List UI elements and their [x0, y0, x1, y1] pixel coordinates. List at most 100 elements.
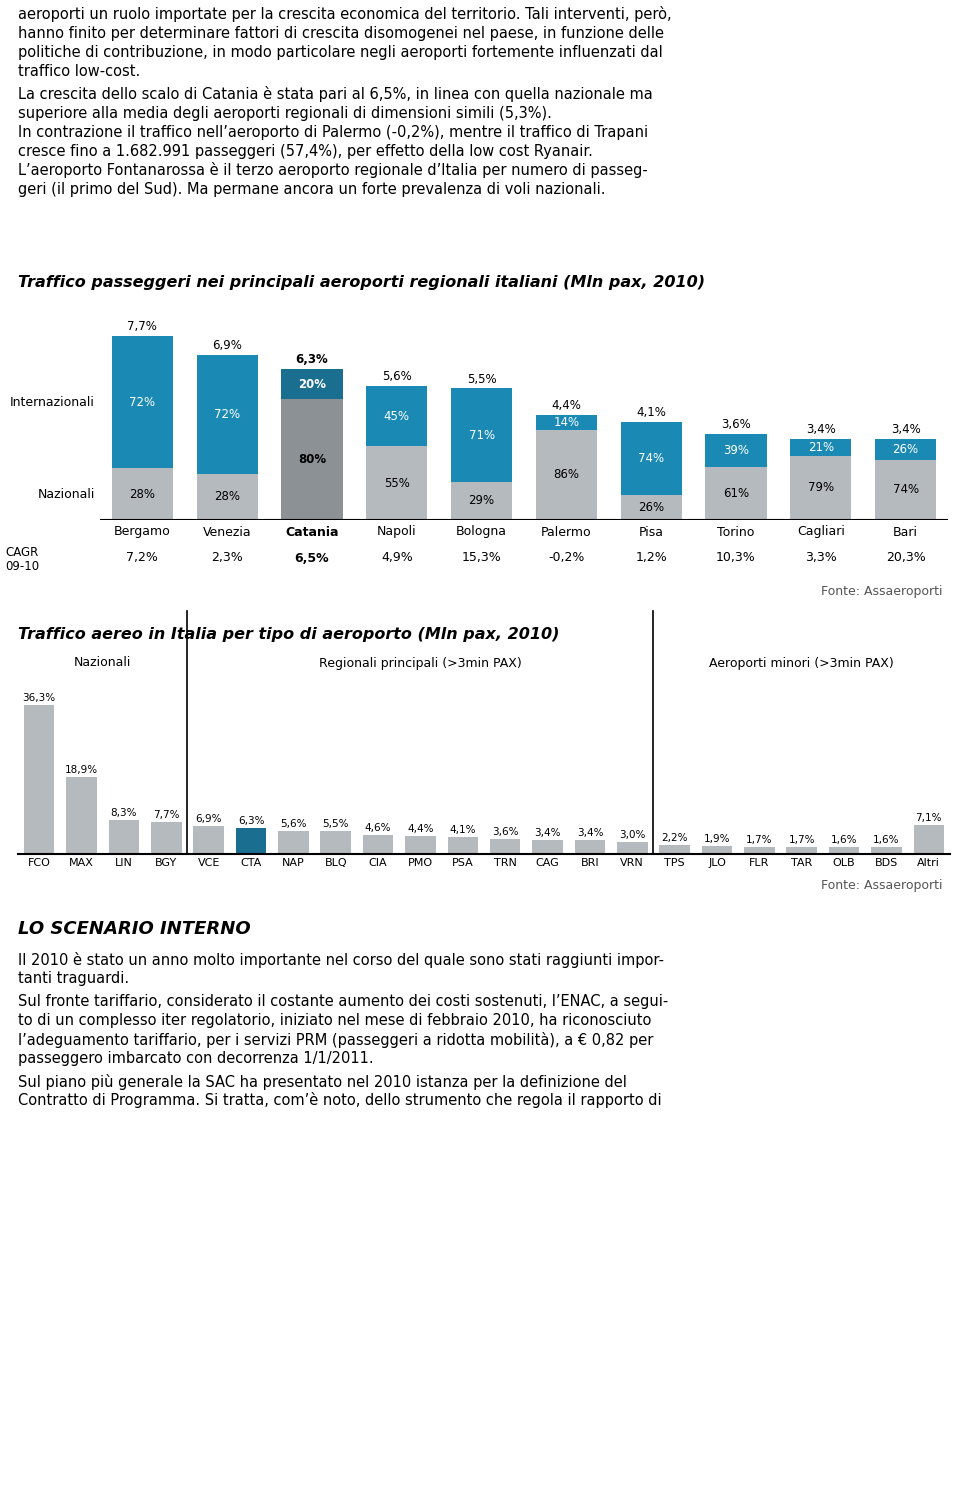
Text: 5,5%: 5,5%: [323, 819, 349, 830]
Text: Sul fronte tariffario, considerato il costante aumento dei costi sostenuti, l’EN: Sul fronte tariffario, considerato il co…: [18, 995, 668, 1010]
Text: Contratto di Programma. Si tratta, com’è noto, dello strumento che regola il rap: Contratto di Programma. Si tratta, com’è…: [18, 1092, 661, 1109]
Text: 1,2%: 1,2%: [636, 551, 667, 565]
Text: tanti traguardi.: tanti traguardi.: [18, 971, 130, 986]
Text: Internazionali: Internazionali: [11, 395, 95, 409]
Text: 3,4%: 3,4%: [535, 828, 561, 837]
Text: L’aeroporto Fontanarossa è il terzo aeroporto regionale d’Italia per numero di p: L’aeroporto Fontanarossa è il terzo aero…: [18, 162, 648, 178]
Bar: [151, 822, 181, 854]
Text: 6,9%: 6,9%: [212, 339, 242, 352]
Bar: [405, 836, 436, 854]
Text: Nazionali: Nazionali: [74, 656, 132, 670]
Text: 09-10: 09-10: [5, 560, 39, 572]
Text: 4,4%: 4,4%: [407, 824, 434, 834]
Text: 45%: 45%: [384, 410, 410, 422]
Bar: [617, 842, 648, 854]
Text: La crescita dello scalo di Catania è stata pari al 6,5%, in linea con quella naz: La crescita dello scalo di Catania è sta…: [18, 87, 653, 102]
Bar: [621, 422, 682, 494]
Bar: [236, 828, 266, 854]
Text: 3,6%: 3,6%: [721, 418, 751, 431]
Bar: [108, 819, 139, 854]
Text: 3,4%: 3,4%: [577, 828, 603, 837]
Text: Aeroporti minori (>3min PAX): Aeroporti minori (>3min PAX): [709, 656, 894, 670]
Bar: [281, 370, 343, 400]
Bar: [112, 469, 173, 520]
Text: -0,2%: -0,2%: [548, 551, 585, 565]
Bar: [702, 846, 732, 854]
Text: 1,9%: 1,9%: [704, 834, 731, 845]
Text: 36,3%: 36,3%: [23, 694, 56, 704]
Text: geri (il primo del Sud). Ma permane ancora un forte prevalenza di voli nazionali: geri (il primo del Sud). Ma permane anco…: [18, 181, 606, 198]
Text: 79%: 79%: [807, 481, 834, 494]
Text: Nazionali: Nazionali: [37, 488, 95, 500]
Text: 2,2%: 2,2%: [661, 833, 688, 843]
Text: superiore alla media degli aeroporti regionali di dimensioni simili (5,3%).: superiore alla media degli aeroporti reg…: [18, 106, 552, 121]
Bar: [575, 840, 605, 854]
Text: Palermo: Palermo: [541, 526, 591, 538]
Bar: [490, 839, 520, 854]
Bar: [706, 467, 766, 520]
Bar: [367, 386, 427, 446]
Text: 3,4%: 3,4%: [806, 422, 835, 436]
Text: 7,1%: 7,1%: [916, 813, 942, 822]
Text: 1,7%: 1,7%: [788, 834, 815, 845]
Text: 6,3%: 6,3%: [296, 354, 328, 367]
Bar: [876, 460, 936, 520]
Text: 4,1%: 4,1%: [449, 825, 476, 836]
Text: traffico low-cost.: traffico low-cost.: [18, 64, 140, 79]
Text: Bologna: Bologna: [456, 526, 507, 538]
Text: 5,6%: 5,6%: [382, 370, 412, 383]
Bar: [660, 845, 690, 854]
Bar: [197, 355, 257, 473]
Text: 1,7%: 1,7%: [746, 834, 773, 845]
Bar: [281, 400, 343, 520]
Text: 15,3%: 15,3%: [462, 551, 501, 565]
Text: In contrazione il traffico nell’aeroporto di Palermo (-0,2%), mentre il traffico: In contrazione il traffico nell’aeroport…: [18, 124, 648, 139]
Text: 71%: 71%: [468, 428, 494, 442]
Text: 7,7%: 7,7%: [128, 321, 157, 333]
Text: 18,9%: 18,9%: [65, 764, 98, 774]
Bar: [447, 837, 478, 854]
Bar: [66, 776, 97, 854]
Text: 4,1%: 4,1%: [636, 406, 666, 419]
Text: Bergamo: Bergamo: [114, 526, 171, 538]
Text: Pisa: Pisa: [638, 526, 663, 538]
Text: 3,3%: 3,3%: [804, 551, 837, 565]
Bar: [536, 415, 597, 430]
Bar: [278, 831, 308, 854]
Text: hanno finito per determinare fattori di crescita disomogenei nel paese, in funzi: hanno finito per determinare fattori di …: [18, 25, 664, 40]
Bar: [790, 439, 852, 455]
Text: Catania: Catania: [285, 526, 339, 538]
Bar: [197, 473, 257, 520]
Text: 28%: 28%: [130, 488, 156, 500]
Text: 4,6%: 4,6%: [365, 822, 392, 833]
Text: 3,6%: 3,6%: [492, 827, 518, 837]
Bar: [24, 706, 55, 854]
Bar: [367, 446, 427, 520]
Text: 80%: 80%: [298, 454, 326, 466]
Text: 10,3%: 10,3%: [716, 551, 756, 565]
Bar: [532, 840, 563, 854]
Text: 29%: 29%: [468, 494, 494, 508]
Text: 74%: 74%: [893, 484, 919, 496]
Text: Traffico aereo in Italia per tipo di aeroporto (Mln pax, 2010): Traffico aereo in Italia per tipo di aer…: [18, 626, 560, 641]
Text: 4,9%: 4,9%: [381, 551, 413, 565]
Bar: [193, 825, 224, 854]
Text: 74%: 74%: [638, 452, 664, 464]
Text: 26%: 26%: [638, 500, 664, 514]
Text: 5,5%: 5,5%: [467, 373, 496, 385]
Text: Fonte: Assaeroporti: Fonte: Assaeroporti: [821, 879, 942, 893]
Text: passeggero imbarcato con decorrenza 1/1/2011.: passeggero imbarcato con decorrenza 1/1/…: [18, 1052, 373, 1067]
Text: 72%: 72%: [130, 395, 156, 409]
Text: 3,0%: 3,0%: [619, 830, 645, 840]
Bar: [621, 494, 682, 520]
Text: Torino: Torino: [717, 526, 755, 538]
Text: 55%: 55%: [384, 476, 410, 490]
Text: Il 2010 è stato un anno molto importante nel corso del quale sono stati raggiunt: Il 2010 è stato un anno molto importante…: [18, 951, 664, 968]
Bar: [112, 336, 173, 469]
Bar: [876, 439, 936, 460]
Bar: [321, 831, 351, 854]
Bar: [363, 836, 394, 854]
Text: 7,2%: 7,2%: [127, 551, 158, 565]
Text: Regionali principali (>3min PAX): Regionali principali (>3min PAX): [319, 656, 522, 670]
Text: Traffico passeggeri nei principali aeroporti regionali italiani (Mln pax, 2010): Traffico passeggeri nei principali aerop…: [18, 274, 706, 289]
